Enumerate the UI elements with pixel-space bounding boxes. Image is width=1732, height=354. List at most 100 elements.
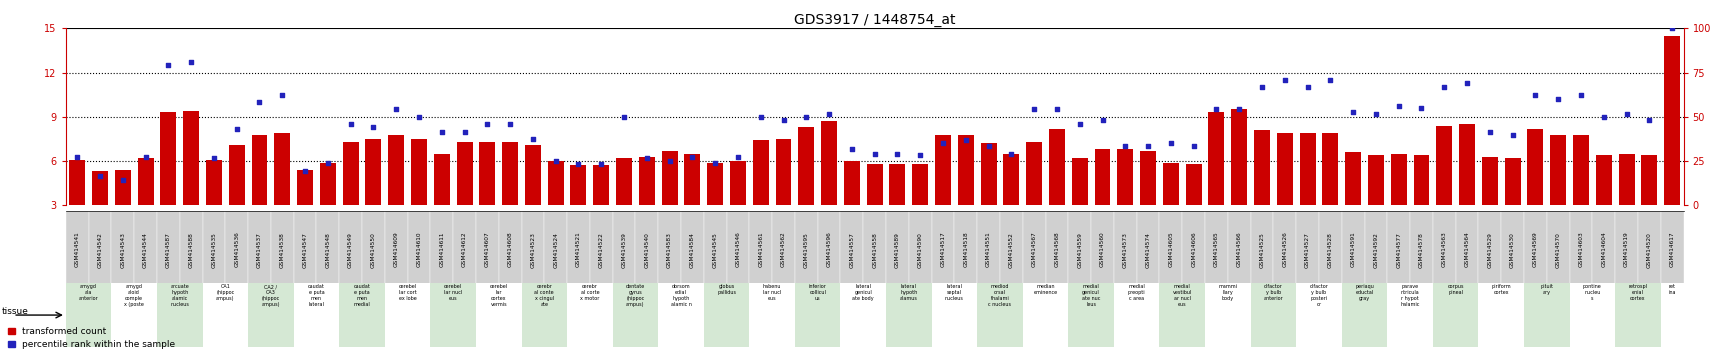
Bar bbox=[499, 211, 521, 289]
Point bbox=[1476, 129, 1503, 135]
Bar bbox=[430, 283, 454, 347]
Point bbox=[679, 154, 707, 159]
Text: pituit
ary: pituit ary bbox=[1540, 285, 1554, 295]
Bar bbox=[703, 283, 726, 347]
Text: dentate
gyrus
(hippoc
ampus): dentate gyrus (hippoc ampus) bbox=[625, 285, 644, 307]
Point bbox=[1294, 85, 1322, 90]
Point bbox=[746, 114, 774, 120]
Point bbox=[793, 114, 821, 120]
Bar bbox=[1661, 283, 1684, 347]
Bar bbox=[684, 154, 700, 205]
Text: GSM414610: GSM414610 bbox=[416, 232, 421, 267]
Bar bbox=[1569, 211, 1592, 289]
Bar bbox=[180, 211, 203, 289]
Text: olfactor
y bulb
anterior: olfactor y bulb anterior bbox=[1264, 285, 1283, 301]
Text: GSM414563: GSM414563 bbox=[1441, 232, 1446, 267]
Bar bbox=[1410, 211, 1432, 289]
Bar bbox=[887, 211, 909, 289]
Text: cerebr
al conte
x cingul
ate: cerebr al conte x cingul ate bbox=[535, 285, 554, 307]
Text: cerebr
al corte
x motor: cerebr al corte x motor bbox=[580, 285, 599, 301]
Point bbox=[1020, 107, 1048, 112]
Bar bbox=[1479, 211, 1502, 289]
Bar bbox=[1209, 113, 1225, 205]
Bar bbox=[840, 283, 863, 347]
Text: tissue: tissue bbox=[2, 307, 29, 316]
Text: lateral
genicul
ate body: lateral genicul ate body bbox=[852, 285, 875, 301]
Bar bbox=[1140, 151, 1155, 205]
Text: GSM414560: GSM414560 bbox=[1100, 232, 1105, 267]
Bar bbox=[88, 211, 111, 289]
Point bbox=[383, 107, 410, 112]
Bar bbox=[1069, 211, 1091, 289]
Bar bbox=[294, 211, 317, 289]
Bar bbox=[1436, 126, 1451, 205]
Text: globus
pallidus: globus pallidus bbox=[717, 285, 736, 295]
Text: GSM414583: GSM414583 bbox=[667, 232, 672, 268]
Text: ret
ina: ret ina bbox=[1668, 285, 1677, 295]
Text: GSM414524: GSM414524 bbox=[553, 232, 558, 268]
Text: GSM414546: GSM414546 bbox=[736, 232, 741, 267]
Text: GSM414538: GSM414538 bbox=[281, 232, 284, 268]
Bar bbox=[206, 160, 222, 205]
Bar bbox=[639, 156, 655, 205]
Bar bbox=[1664, 36, 1680, 205]
Bar bbox=[270, 283, 294, 347]
Point bbox=[473, 121, 501, 127]
Bar bbox=[1550, 135, 1566, 205]
Bar bbox=[909, 211, 932, 289]
Bar bbox=[1642, 155, 1658, 205]
Bar bbox=[840, 211, 863, 289]
Text: medial
vestibul
ar nucl
eus: medial vestibul ar nucl eus bbox=[1173, 285, 1192, 307]
Text: GSM414612: GSM414612 bbox=[462, 232, 468, 267]
Bar bbox=[317, 283, 339, 347]
Text: GSM414564: GSM414564 bbox=[1465, 232, 1469, 267]
Bar bbox=[521, 211, 544, 289]
Point bbox=[223, 126, 251, 131]
Point bbox=[428, 129, 456, 135]
Text: GSM414590: GSM414590 bbox=[918, 232, 923, 268]
Bar bbox=[525, 145, 540, 205]
Bar bbox=[1205, 211, 1228, 289]
Point bbox=[291, 169, 319, 174]
Bar bbox=[913, 164, 928, 205]
Text: GSM414574: GSM414574 bbox=[1145, 232, 1150, 268]
Point bbox=[1225, 107, 1252, 112]
Bar bbox=[1117, 149, 1133, 205]
Bar bbox=[1592, 211, 1616, 289]
Bar bbox=[1320, 283, 1342, 347]
Text: GSM414577: GSM414577 bbox=[1396, 232, 1401, 268]
Bar bbox=[1638, 283, 1661, 347]
Bar bbox=[1273, 211, 1296, 289]
Point bbox=[883, 151, 911, 156]
Bar bbox=[339, 211, 362, 289]
Text: GSM414611: GSM414611 bbox=[440, 232, 443, 267]
Text: parave
ntricula
r hypot
halamic: parave ntricula r hypot halamic bbox=[1401, 285, 1420, 307]
Text: GSM414526: GSM414526 bbox=[1282, 232, 1287, 267]
Bar bbox=[1365, 283, 1387, 347]
Bar bbox=[480, 142, 495, 205]
Point bbox=[1134, 143, 1162, 149]
Bar bbox=[1159, 283, 1183, 347]
Text: GSM414604: GSM414604 bbox=[1602, 232, 1606, 267]
Bar bbox=[750, 283, 772, 347]
Bar bbox=[726, 211, 750, 289]
Text: GSM414567: GSM414567 bbox=[1032, 232, 1037, 267]
Bar bbox=[225, 283, 248, 347]
Point bbox=[1249, 85, 1276, 90]
Text: pontine
nucleu
s: pontine nucleu s bbox=[1583, 285, 1602, 301]
Text: GSM414589: GSM414589 bbox=[895, 232, 901, 268]
Text: GSM414521: GSM414521 bbox=[577, 232, 580, 267]
Text: GSM414603: GSM414603 bbox=[1578, 232, 1583, 267]
Point bbox=[1361, 111, 1389, 117]
Bar bbox=[1455, 283, 1479, 347]
Point bbox=[701, 160, 729, 165]
Bar bbox=[1251, 283, 1273, 347]
Bar bbox=[999, 283, 1024, 347]
Bar bbox=[69, 160, 85, 205]
Bar bbox=[1387, 211, 1410, 289]
Point bbox=[861, 151, 889, 156]
Bar bbox=[92, 171, 107, 205]
Point bbox=[610, 114, 637, 120]
Bar bbox=[111, 211, 133, 289]
Text: GSM414607: GSM414607 bbox=[485, 232, 490, 267]
